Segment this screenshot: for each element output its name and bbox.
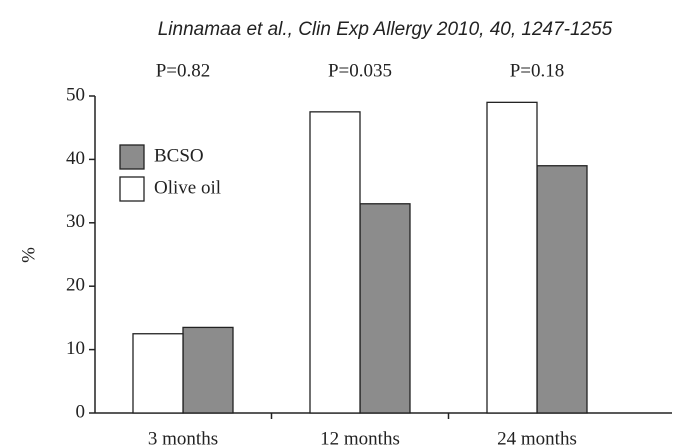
y-tick-label: 30 xyxy=(66,211,85,232)
x-tick-label: 24 months xyxy=(497,428,577,448)
y-tick-label: 20 xyxy=(66,275,85,296)
x-tick-label: 3 months xyxy=(148,428,218,448)
x-tick-label: 12 months xyxy=(320,428,400,448)
annotation: P=0.035 xyxy=(328,60,392,81)
y-tick-label: 0 xyxy=(76,401,86,422)
y-tick-label: 50 xyxy=(66,84,85,105)
legend-label: Olive oil xyxy=(154,177,221,198)
y-tick-label: 40 xyxy=(66,148,85,169)
annotation: P=0.82 xyxy=(156,60,211,81)
legend-swatch xyxy=(119,144,145,170)
y-tick-label: 10 xyxy=(66,338,85,359)
chart-title: Linnamaa et al., Clin Exp Allergy 2010, … xyxy=(158,19,613,40)
bar xyxy=(486,101,538,414)
legend-swatch xyxy=(119,176,145,202)
bar xyxy=(359,203,411,414)
legend-label: BCSO xyxy=(154,145,204,166)
bar xyxy=(132,333,184,414)
y-axis-label: % xyxy=(18,247,39,263)
bar xyxy=(182,326,234,414)
bar xyxy=(309,111,361,414)
annotation: P=0.18 xyxy=(510,60,565,81)
bar xyxy=(536,165,588,414)
